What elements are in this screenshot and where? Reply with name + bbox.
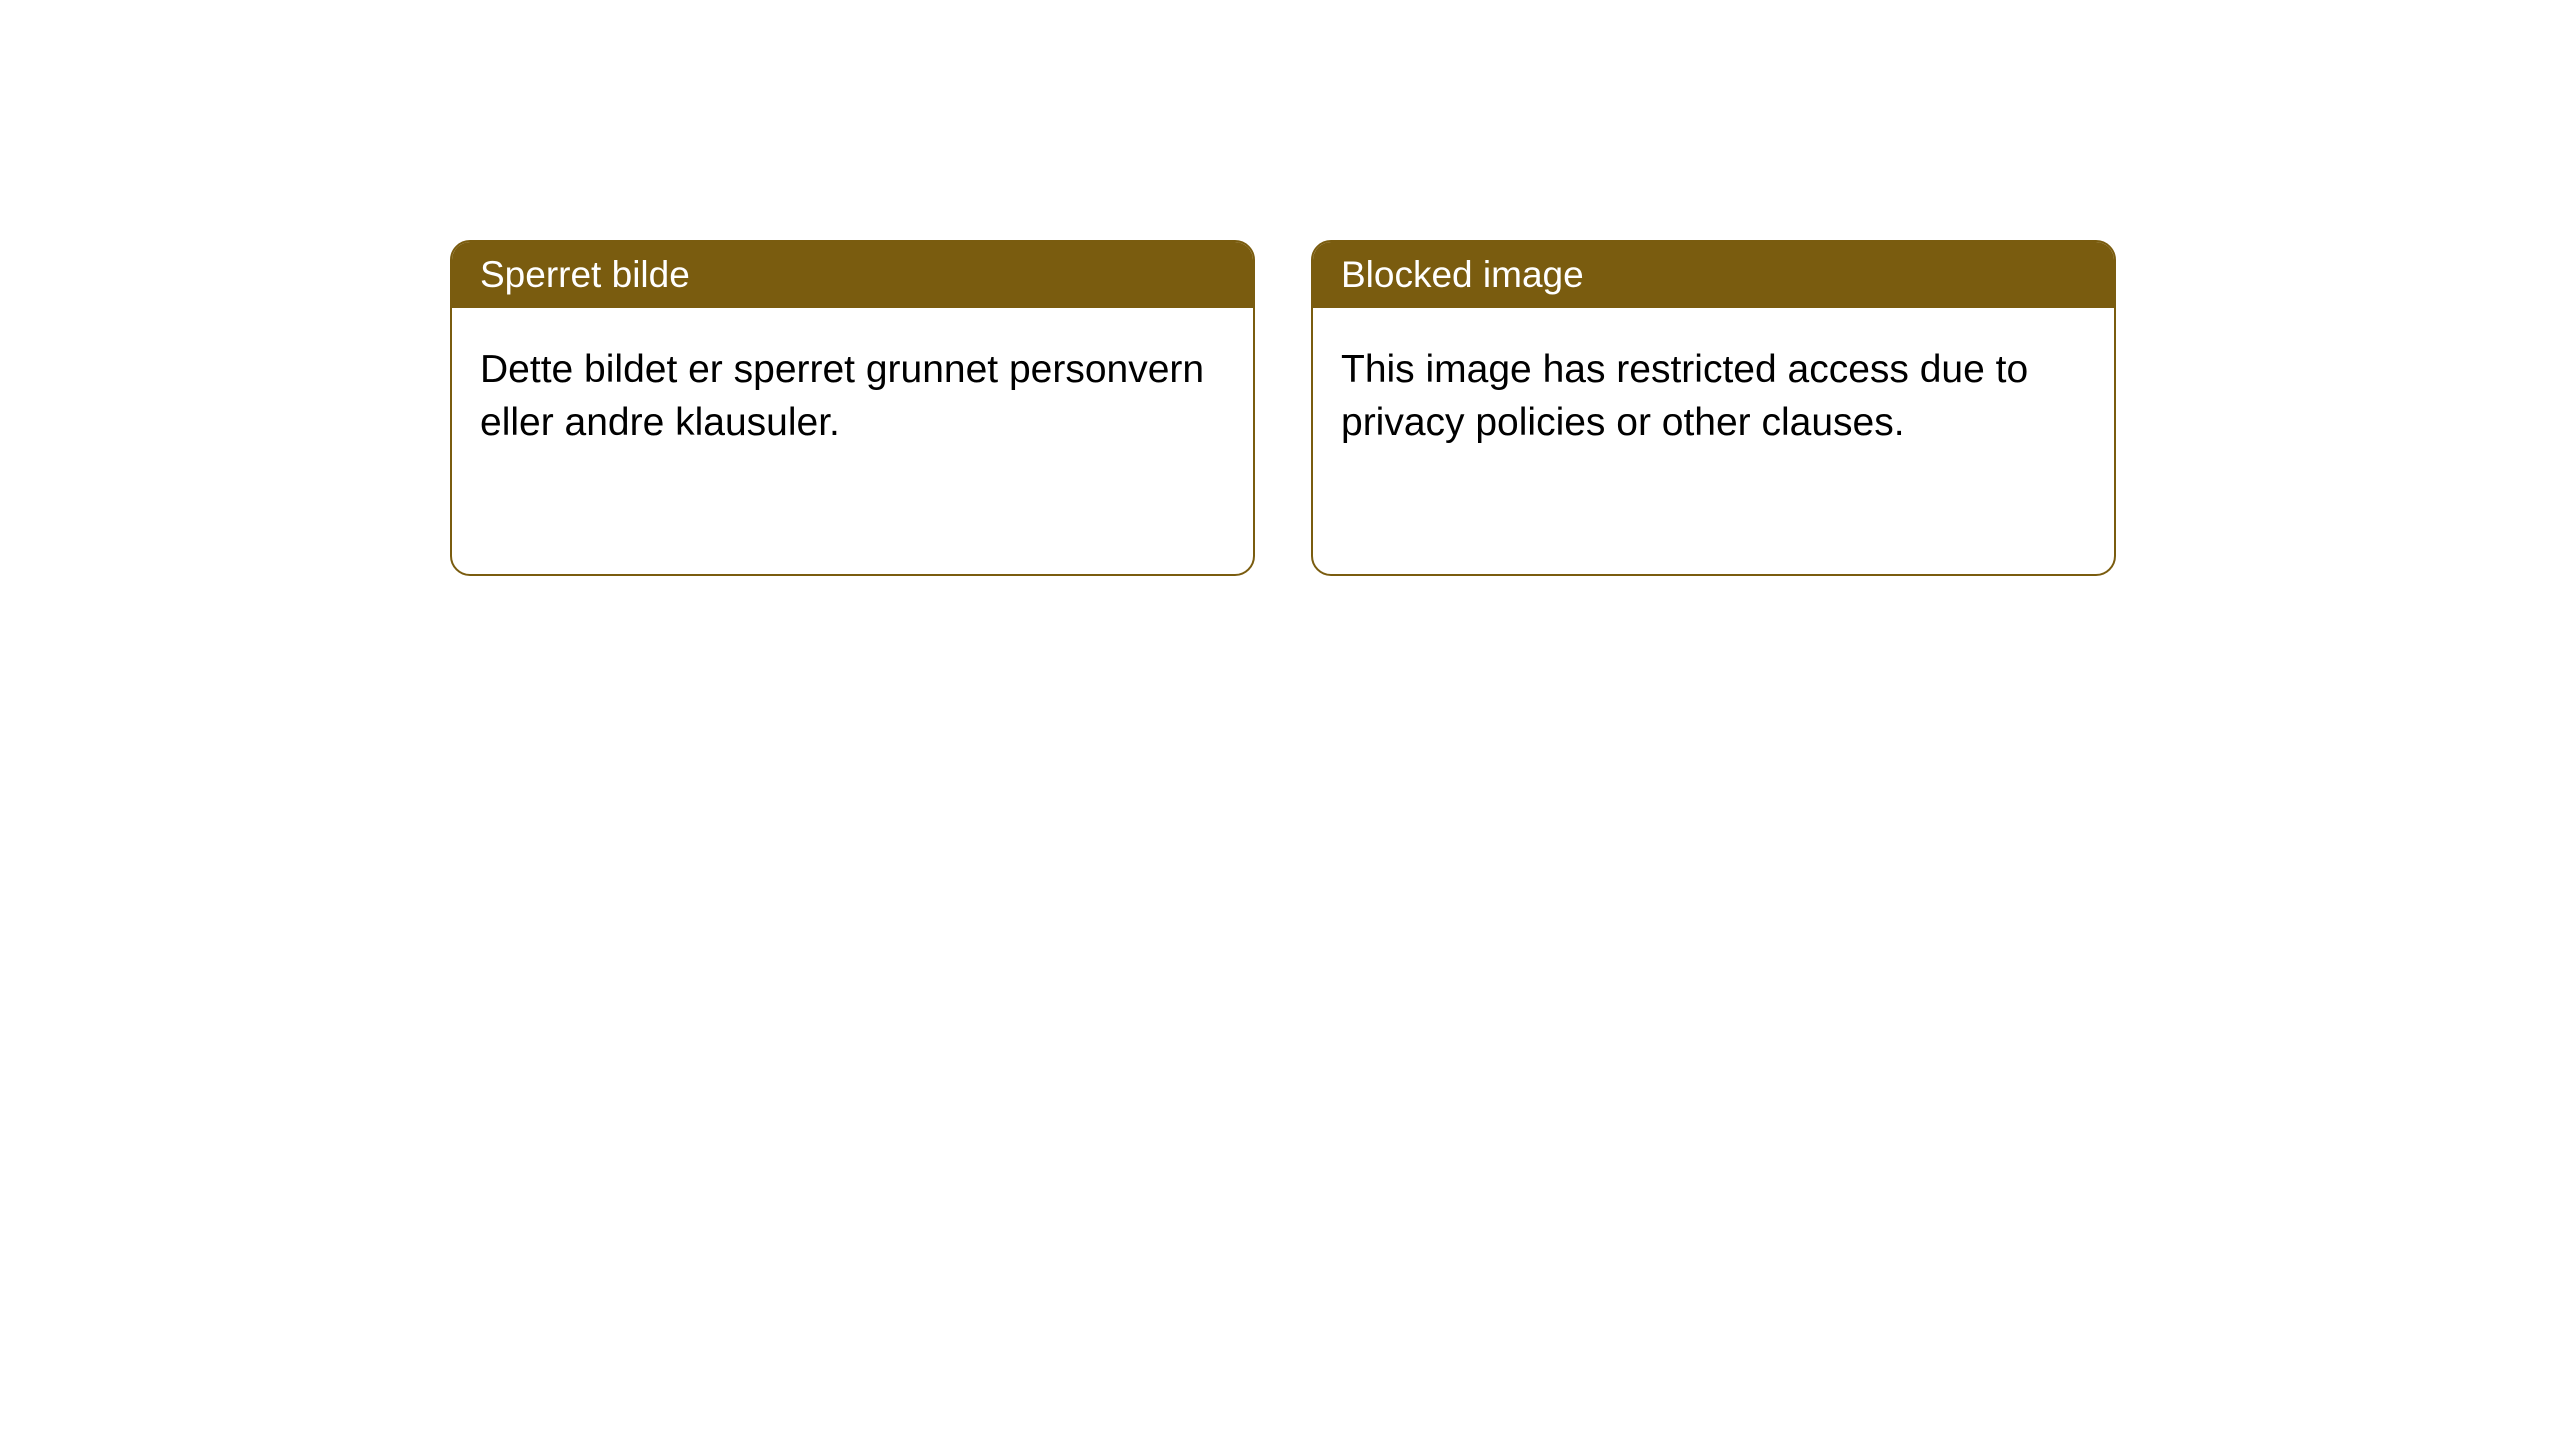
notice-card-norwegian: Sperret bilde Dette bildet er sperret gr…: [450, 240, 1255, 576]
card-header: Sperret bilde: [452, 242, 1253, 308]
card-body: Dette bildet er sperret grunnet personve…: [452, 308, 1253, 485]
card-header: Blocked image: [1313, 242, 2114, 308]
card-body-text: This image has restricted access due to …: [1341, 348, 2028, 444]
card-title: Blocked image: [1341, 254, 1584, 295]
notice-container: Sperret bilde Dette bildet er sperret gr…: [0, 0, 2560, 576]
card-body: This image has restricted access due to …: [1313, 308, 2114, 485]
card-body-text: Dette bildet er sperret grunnet personve…: [480, 348, 1204, 444]
notice-card-english: Blocked image This image has restricted …: [1311, 240, 2116, 576]
card-title: Sperret bilde: [480, 254, 690, 295]
